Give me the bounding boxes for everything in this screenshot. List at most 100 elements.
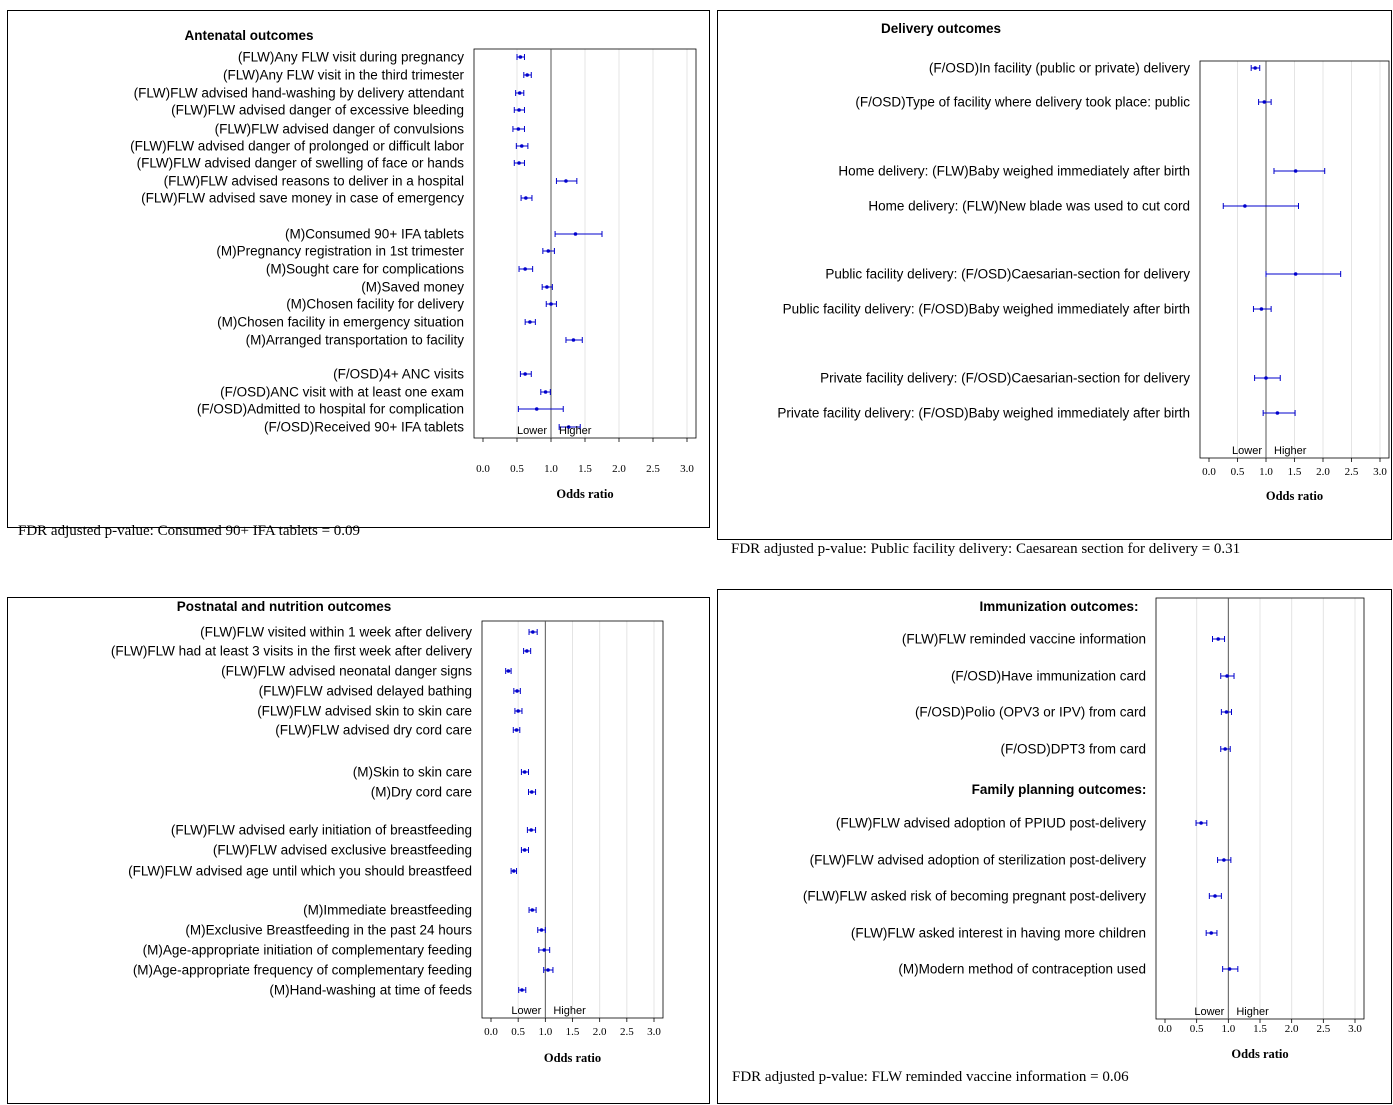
x-tick-label: 2.5 [1345, 466, 1359, 478]
x-tick-label: 1.5 [1288, 466, 1302, 478]
x-tick-label: 3.0 [1373, 466, 1387, 478]
odds-ratio-point [1262, 100, 1267, 104]
x-tick-label: 0.5 [1231, 466, 1245, 478]
odds-ratio-point [518, 55, 523, 59]
x-tick-label: 3.0 [1348, 1023, 1362, 1035]
row-label: (FLW)FLW advised early initiation of bre… [171, 823, 472, 838]
row-label: (M)Pregnancy registration in 1st trimest… [216, 244, 464, 259]
row-label: (FLW)FLW advised skin to skin care [257, 704, 472, 719]
row-label: (FLW)FLW advised exclusive breastfeeding [213, 843, 472, 858]
odds-ratio-point [525, 649, 529, 653]
odds-ratio-point [564, 179, 568, 183]
odds-ratio-point [517, 108, 521, 112]
row-label: (FLW)FLW advised neonatal danger signs [221, 664, 472, 679]
x-tick-label: 0.0 [1202, 466, 1216, 478]
odds-ratio-point [1264, 376, 1268, 380]
odds-ratio-point [514, 728, 519, 732]
x-tick-label: 2.0 [1285, 1023, 1299, 1035]
row-label: (FLW)Any FLW visit in the third trimeste… [223, 68, 465, 83]
odds-ratio-point [1275, 411, 1280, 415]
forest-panel: Postnatal and nutrition outcomes (FLW)FLW… [7, 597, 710, 1104]
row-label: (M)Chosen facility in emergency situatio… [217, 315, 464, 330]
odds-ratio-point [523, 267, 527, 271]
fdr-note: FDR adjusted p-value: FLW reminded vacci… [732, 1069, 1129, 1085]
row-label: (M)Exclusive Breastfeeding in the past 2… [185, 923, 472, 938]
odds-ratio-point [571, 338, 576, 342]
x-tick-label: 0.0 [484, 1026, 498, 1038]
forest-panel: Delivery outcomes (F/OSD)In facility (pub… [717, 10, 1392, 557]
row-label: (F/OSD)DPT3 from card [1000, 742, 1146, 757]
chart-title: Postnatal and nutrition outcomes [177, 599, 392, 614]
odds-ratio-point [512, 869, 516, 873]
x-tick-label: 1.0 [1221, 1023, 1235, 1035]
row-label: (F/OSD)In facility (public or private) d… [929, 61, 1190, 76]
row-label: Public facility delivery: (F/OSD)Baby we… [783, 302, 1190, 317]
row-label: (FLW)FLW asked risk of becoming pregnant… [803, 889, 1146, 904]
x-tick-label: 3.0 [680, 463, 694, 475]
x-tick-label: 0.0 [476, 463, 490, 475]
direction-higher-label: Higher [553, 1005, 586, 1017]
direction-higher-label: Higher [559, 425, 592, 437]
odds-ratio-point [1224, 710, 1229, 714]
odds-ratio-point [546, 249, 551, 253]
row-label: (FLW)FLW advised danger of excessive ble… [171, 103, 464, 118]
row-label: (M)Age-appropriate initiation of complem… [143, 943, 472, 958]
odds-ratio-point [516, 127, 521, 131]
odds-ratio-point [524, 196, 528, 200]
row-label: (FLW)Any FLW visit during pregnancy [238, 50, 464, 65]
odds-ratio-point [520, 988, 524, 992]
odds-ratio-point [523, 372, 527, 376]
odds-ratio-point [539, 928, 544, 932]
row-label: (FLW)FLW advised danger of convulsions [215, 122, 465, 137]
row-label: (F/OSD)4+ ANC visits [333, 367, 464, 382]
row-label: (FLW)FLW advised delayed bathing [259, 684, 472, 699]
odds-ratio-point [1227, 967, 1232, 971]
row-label: (M)Modern method of contraception used [898, 962, 1146, 977]
row-label: (M)Arranged transportation to facility [246, 333, 465, 348]
odds-ratio-point [1293, 169, 1298, 173]
forest-plot-svg: Antenatal outcomes (FLW)Any FLW visit dur… [130, 28, 697, 501]
odds-ratio-point [522, 848, 527, 852]
odds-ratio-point [534, 407, 539, 411]
row-label: (FLW)FLW advised reasons to deliver in a… [164, 174, 464, 189]
row-label: Private facility delivery: (F/OSD)Baby w… [777, 406, 1190, 421]
odds-ratio-point [549, 302, 553, 306]
odds-ratio-point [531, 630, 535, 634]
x-tick-label: 2.0 [612, 463, 626, 475]
x-axis-title: Odds ratio [1231, 1047, 1288, 1061]
row-label: (FLW)FLW visited within 1 week after del… [200, 625, 472, 640]
row-label: (F/OSD)Admitted to hospital for complica… [197, 402, 464, 417]
odds-ratio-point [542, 948, 547, 952]
direction-lower-label: Lower [517, 425, 547, 437]
odds-ratio-point [546, 968, 550, 972]
odds-ratio-point [525, 73, 529, 77]
row-label: (M)Sought care for complications [266, 262, 464, 277]
group-heading: Family planning outcomes: [972, 782, 1147, 797]
odds-ratio-point [515, 689, 519, 693]
chart-title: Delivery outcomes [881, 21, 1001, 36]
odds-ratio-point [528, 320, 532, 324]
row-label: (FLW)FLW advised danger of prolonged or … [130, 139, 464, 154]
odds-ratio-point [1222, 858, 1226, 862]
odds-ratio-point [506, 669, 511, 673]
row-label: (M)Age-appropriate frequency of compleme… [133, 963, 472, 978]
odds-ratio-point [530, 908, 535, 912]
row-label: (FLW)FLW advised danger of swelling of f… [137, 156, 465, 171]
row-label: Private facility delivery: (F/OSD)Caesar… [820, 371, 1190, 386]
x-tick-label: 1.0 [538, 1026, 552, 1038]
x-tick-label: 2.0 [593, 1026, 607, 1038]
odds-ratio-point [522, 770, 527, 774]
x-tick-label: 2.0 [1316, 466, 1330, 478]
direction-lower-label: Lower [511, 1005, 541, 1017]
forest-panel: Antenatal outcomes (FLW)Any FLW visit dur… [7, 10, 710, 539]
row-label: Public facility delivery: (F/OSD)Caesari… [825, 267, 1190, 282]
fdr-note: FDR adjusted p-value: Public facility de… [731, 541, 1241, 557]
x-axis-title: Odds ratio [556, 487, 613, 501]
x-tick-label: 1.5 [566, 1026, 580, 1038]
odds-ratio-point [1259, 307, 1264, 311]
row-label: (F/OSD)Polio (OPV3 or IPV) from card [915, 705, 1146, 720]
x-tick-label: 2.5 [1316, 1023, 1330, 1035]
row-label: (M)Dry cord care [371, 785, 472, 800]
x-axis-title: Odds ratio [1266, 489, 1323, 503]
